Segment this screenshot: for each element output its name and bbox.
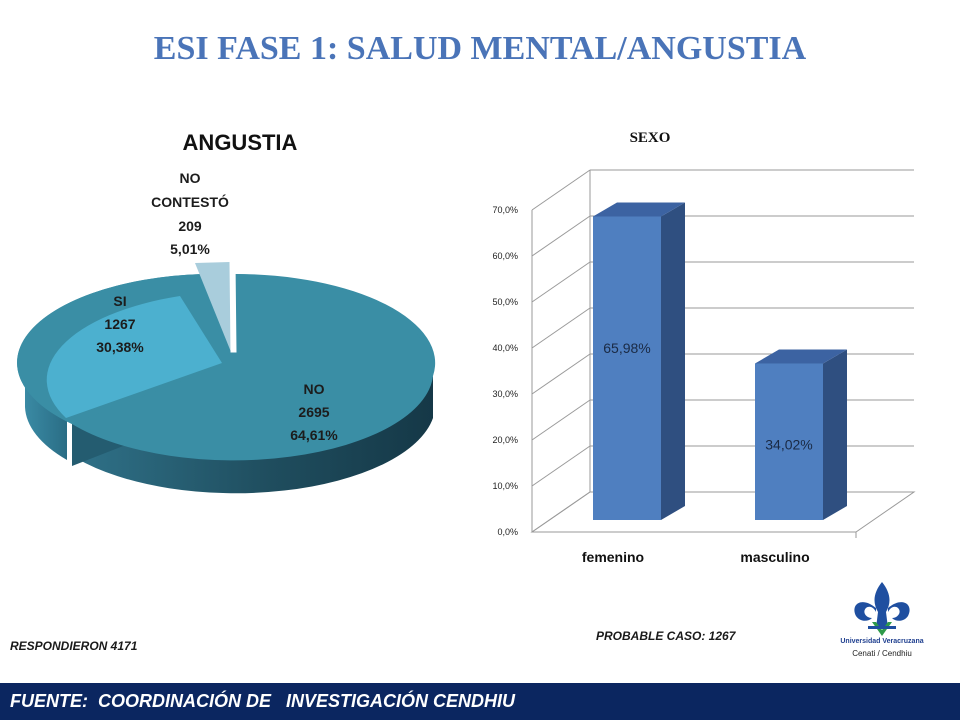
pie-label-nc-count: 209: [178, 218, 202, 234]
pie-slice-side-si: [25, 365, 67, 460]
pie-slice-no-contesto: [195, 262, 231, 352]
pie-label-nc-pct: 5,01%: [170, 241, 210, 257]
y-tick-label: 20,0%: [492, 435, 518, 445]
footer-bar: FUENTE: COORDINACIÓN DE INVESTIGACIÓN CE…: [0, 683, 960, 720]
y-tick-label: 50,0%: [492, 297, 518, 307]
bar-grid: [530, 169, 916, 538]
bar-value-label-masculino: 34,02%: [765, 437, 812, 453]
bar-side-masculino: [823, 349, 847, 520]
logo-text-unit: Cenati / Cendhiu: [852, 649, 912, 658]
pie-label-si-pct: 30,38%: [96, 339, 144, 355]
grid-diagonal: [531, 215, 591, 257]
pie-label-si-count: 1267: [104, 316, 135, 332]
grid-diagonal: [531, 445, 591, 487]
x-category-label-masculino: masculino: [740, 549, 809, 565]
y-tick-label: 70,0%: [492, 205, 518, 215]
bar-front-femenino: [593, 216, 661, 520]
grid-diagonal: [531, 307, 591, 349]
grid-diagonal: [531, 399, 591, 441]
y-tick-label: 40,0%: [492, 343, 518, 353]
bar-value-label-femenino: 65,98%: [603, 340, 650, 356]
pie-slice-side-no: [76, 376, 433, 494]
footer-source: FUENTE: COORDINACIÓN DE INVESTIGACIÓN CE…: [10, 691, 516, 711]
pie-slice-edge: [229, 261, 237, 353]
bar-tick-labels: 0,0% 10,0% 20,0% 30,0% 40,0% 50,0% 60,0% 70,0%: [492, 205, 518, 537]
logo-text-university: Universidad Veracruzana: [840, 638, 924, 645]
x-category-label-femenino: femenino: [582, 549, 644, 565]
grid-diagonal: [531, 261, 591, 303]
slide-title: ESI FASE 1: SALUD MENTAL/ANGUSTIA: [153, 30, 807, 67]
bar-chart: SEXO 0,0% 10,0% 20,0% 30,0% 40,0% 50,0% 60,0% 7…: [492, 130, 916, 565]
pie-label-nc-line1: NO: [180, 170, 201, 186]
bar-front-masculino: [755, 363, 823, 520]
probable-caso-note: PROBABLE CASO: 1267: [596, 629, 736, 643]
bar-title: SEXO: [630, 130, 671, 146]
pie-label-nc-line2: CONTESTÓ: [151, 193, 229, 210]
grid-diagonal: [531, 491, 591, 533]
y-tick-label: 0,0%: [497, 527, 518, 537]
bar-top-femenino: [593, 202, 685, 217]
bar-top-masculino: [755, 349, 847, 364]
pie-chart: ANGUSTIA NO CONTESTÓ 209 5,01% SI 1267 3…: [17, 130, 436, 494]
university-logo: Universidad Veracruzana Cenati / Cendhiu: [832, 578, 932, 666]
floor-outline: [530, 491, 916, 533]
pie-label-si-name: SI: [113, 293, 126, 309]
pie-label-no-count: 2695: [298, 404, 329, 420]
pie-title: ANGUSTIA: [183, 130, 298, 155]
pie-slice-si: [46, 296, 222, 418]
y-tick-label: 30,0%: [492, 389, 518, 399]
pie-label-no-name: NO: [304, 381, 325, 397]
y-tick-label: 10,0%: [492, 481, 518, 491]
bar-side-femenino: [661, 202, 685, 520]
bar-category-labels: femenino masculino: [582, 549, 810, 565]
respondieron-note: RESPONDIERON 4171: [10, 639, 138, 653]
fleur-de-lis-icon: [854, 582, 910, 636]
bar-series: 65,98% 34,02%: [593, 202, 847, 520]
pie-label-no-pct: 64,61%: [290, 427, 338, 443]
y-tick-label: 60,0%: [492, 251, 518, 261]
grid-diagonal: [531, 353, 591, 395]
grid-diagonal: [531, 169, 591, 211]
